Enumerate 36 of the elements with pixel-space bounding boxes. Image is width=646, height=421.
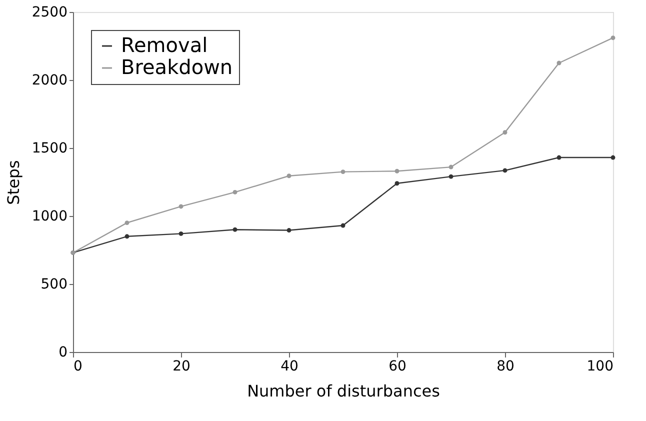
point	[502, 130, 508, 135]
x-tick-label: 20	[172, 358, 190, 374]
point	[448, 174, 454, 179]
legend-label: Breakdown	[121, 55, 233, 79]
x-tick-label: 100	[586, 358, 614, 374]
x-tick-label: 60	[388, 358, 406, 374]
x-tick-label: 80	[496, 358, 514, 374]
y-tick-label: 0	[58, 344, 68, 360]
y-tick-label: 2500	[32, 4, 68, 20]
point	[340, 170, 346, 174]
y-tick-label: 1500	[32, 140, 68, 156]
point	[556, 155, 562, 160]
point	[286, 228, 292, 233]
x-tick-label: 0	[74, 358, 82, 374]
x-tick-label: 40	[280, 358, 298, 374]
point	[556, 60, 562, 66]
y-tick-label: 1000	[32, 208, 68, 224]
point	[232, 227, 238, 232]
point	[394, 181, 400, 186]
point	[232, 190, 238, 194]
point	[124, 234, 130, 239]
point	[610, 36, 616, 40]
y-tick-label: 2000	[32, 72, 68, 88]
point	[394, 168, 400, 174]
y-axis-title: Steps	[4, 160, 23, 205]
x-axis-title: Number of disturbances	[247, 382, 440, 400]
point	[124, 220, 130, 226]
point	[448, 164, 454, 170]
y-tick-label: 500	[40, 276, 68, 292]
point	[178, 231, 184, 236]
legend-label: Removal	[121, 33, 208, 57]
point	[340, 223, 346, 228]
point	[610, 155, 616, 160]
point	[178, 204, 184, 209]
point	[502, 168, 508, 173]
point	[286, 174, 292, 178]
